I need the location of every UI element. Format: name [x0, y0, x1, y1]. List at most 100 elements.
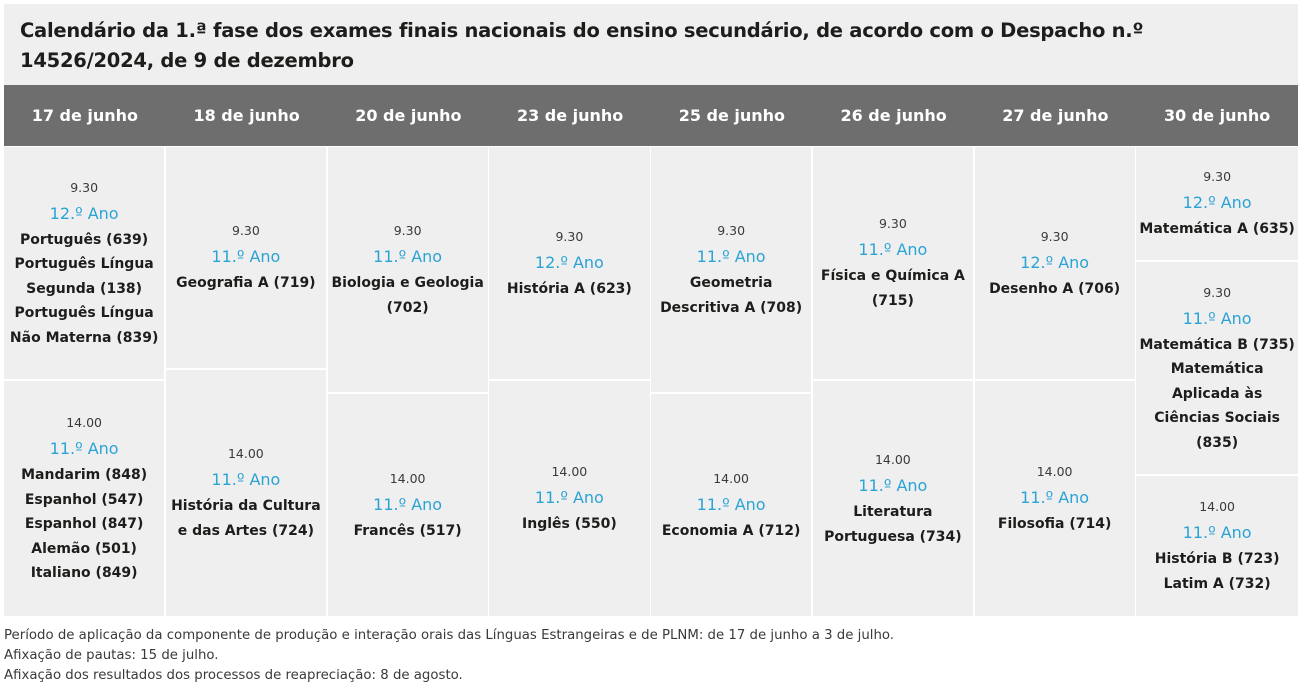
grade-label: 11.º Ano: [696, 494, 766, 514]
exam-subject: Filosofia (714): [997, 516, 1112, 533]
day-column: 9.30 12.º Ano Matemática A (635) 9.30 11.º A…: [1136, 147, 1298, 616]
exam-time: 9.30: [555, 228, 584, 244]
exam-slot: 14.00 11.º Ano História B (723) Latim A (73…: [1136, 476, 1298, 616]
exam-slot: 9.30 11.º Ano Biologia e Geologia (702): [327, 147, 488, 392]
date-header-cell: 27 de junho: [1002, 106, 1109, 125]
grade-label: 11.º Ano: [49, 439, 119, 459]
exam-subject: Italiano (849): [30, 565, 138, 582]
exam-subject: Alemão (501): [31, 540, 137, 557]
grade-label: 11.º Ano: [858, 240, 928, 260]
day-column: 9.30 12.º Ano História A (623) 14.00 11.º An…: [489, 147, 650, 616]
exam-slot: 9.30 12.º Ano Português (639) Português Lín…: [4, 147, 165, 379]
grade-label: 11.º Ano: [1182, 308, 1252, 328]
exam-subject: Portuguesa (734): [824, 528, 962, 545]
exam-subject: (715): [871, 293, 914, 309]
exam-subject: Espanhol (847): [24, 516, 144, 533]
grade-label: 11.º Ano: [211, 247, 281, 267]
exam-time: 14.00: [1199, 499, 1236, 515]
exam-subject: História da Cultura: [171, 498, 321, 515]
grade-label: 11.º Ano: [534, 488, 604, 508]
exam-slot: 14.00 11.º Ano Inglês (550): [489, 381, 650, 616]
exam-time: 9.30: [70, 179, 99, 195]
footnote-line: Afixação dos resultados dos processos de…: [4, 668, 463, 683]
exam-slot: 14.00 11.º Ano Filosofia (714): [974, 381, 1135, 616]
grade-label: 12.º Ano: [1020, 252, 1090, 272]
footnote-line: Período de aplicação da componente de pr…: [4, 628, 895, 643]
exam-subject: Geometria: [689, 274, 773, 291]
day-column: 9.30 11.º Ano Física e Química A (715) 14.00…: [812, 147, 973, 616]
grade-label: 12.º Ano: [49, 203, 119, 223]
exam-time: 14.00: [874, 451, 911, 467]
exam-slot: 9.30 11.º Ano Matemática B (735) Matemática…: [1136, 262, 1298, 474]
date-header-cell: 26 de junho: [840, 106, 947, 125]
exam-time: 14.00: [551, 464, 588, 480]
grade-label: 11.º Ano: [211, 470, 281, 490]
exam-slot: 14.00 11.º Ano Literatura Portuguesa (734): [812, 381, 973, 616]
exam-time: 9.30: [878, 216, 907, 232]
grade-label: 12.º Ano: [1182, 193, 1252, 213]
exam-subject: Não Materna (839): [9, 329, 159, 346]
date-header-cell: 23 de junho: [516, 106, 624, 125]
exam-slot: 14.00 11.º Ano Mandarim (848) Espanhol (547…: [4, 381, 165, 616]
exam-slot: 9.30 11.º Ano Geografia A (719): [165, 147, 326, 368]
title-band: Calendário da 1.ª fase dos exames finais…: [4, 4, 1298, 85]
day-column: 9.30 12.º Ano Desenho A (706) 14.00 11.º Ano…: [974, 147, 1135, 616]
exam-subject: Mandarim (848): [21, 467, 148, 484]
exam-time: 14.00: [713, 470, 750, 486]
exam-subject: Francês (517): [353, 522, 462, 539]
exam-subject: Literatura: [853, 503, 933, 520]
page-title: Calendário da 1.ª fase dos exames finais…: [20, 19, 1144, 72]
exam-slot: 14.00 11.º Ano Economia A (712): [651, 394, 812, 616]
exam-subject: Matemática: [1170, 361, 1264, 378]
exam-subject: Desenho A (706): [989, 280, 1121, 297]
exam-slot: 14.00 11.º Ano Francês (517): [327, 394, 488, 616]
date-header-cell: 30 de junho: [1163, 106, 1271, 125]
grade-label: 11.º Ano: [696, 246, 766, 266]
exam-subject: Latim A (732): [1163, 576, 1271, 592]
exam-subject: Aplicada às: [1171, 385, 1263, 402]
grade-label: 11.º Ano: [373, 494, 443, 514]
exam-subject: Física e Química A: [820, 268, 965, 285]
exam-time: 14.00: [66, 415, 103, 431]
exam-slot: 9.30 12.º Ano Matemática A (635): [1136, 147, 1298, 260]
date-header-cell: 17 de junho: [31, 106, 139, 125]
grade-label: 11.º Ano: [1020, 488, 1090, 508]
exam-subject: Matemática B (735): [1139, 336, 1295, 353]
exam-time: 14.00: [227, 446, 264, 462]
grade-label: 11.º Ano: [373, 246, 443, 266]
exam-subject: Matemática A (635): [1139, 221, 1295, 238]
schedule-body: 9.30 12.º Ano Português (639) Português Lín…: [4, 147, 1298, 616]
exam-subject: Inglês (550): [522, 516, 617, 533]
footnotes: Período de aplicação da componente de pr…: [4, 626, 1294, 686]
date-header-row: 17 de junho 18 de junho 20 de junho 23 de j…: [4, 85, 1298, 146]
exam-slot: 9.30 11.º Ano Física e Química A (715): [812, 147, 973, 379]
day-column: 9.30 11.º Ano Geografia A (719) 14.00 11.º A…: [165, 147, 326, 616]
exam-subject: Português (639): [20, 231, 149, 248]
footnote-line: Afixação de pautas: 15 de julho.: [4, 648, 219, 663]
exam-subject: História A (623): [506, 280, 632, 297]
exam-slot: 14.00 11.º Ano História da Cultura e das Ar…: [165, 370, 326, 616]
date-header-cell: 25 de junho: [678, 106, 786, 125]
exam-subject: Ciências Sociais: [1154, 410, 1280, 427]
exam-slot: 9.30 12.º Ano Desenho A (706): [974, 147, 1135, 379]
exam-subject: Espanhol (547): [24, 491, 144, 508]
exam-time: 9.30: [231, 223, 260, 239]
grade-label: 11.º Ano: [858, 475, 928, 495]
exam-subject: (835): [1196, 434, 1239, 451]
day-column: 9.30 12.º Ano Português (639) Português Lín…: [4, 147, 165, 616]
exam-subject: (702): [386, 299, 429, 316]
day-column: 9.30 11.º Ano Geometria Descritiva A (708) 1…: [651, 147, 812, 616]
date-header-cell: 20 de junho: [355, 106, 462, 125]
exam-time: 9.30: [1203, 169, 1232, 185]
exam-slot: 9.30 11.º Ano Geometria Descritiva A (708): [651, 147, 812, 392]
exam-subject: Economia A (712): [661, 522, 801, 539]
exam-subject: História B (723): [1154, 551, 1280, 568]
grade-label: 12.º Ano: [534, 252, 604, 272]
exam-time: 9.30: [1040, 228, 1069, 244]
exam-time: 14.00: [389, 470, 426, 486]
exam-subject: Segunda (138): [26, 280, 143, 297]
grade-label: 11.º Ano: [1182, 523, 1252, 543]
exam-time: 9.30: [393, 222, 422, 238]
exam-subject: Português Língua: [14, 256, 154, 273]
